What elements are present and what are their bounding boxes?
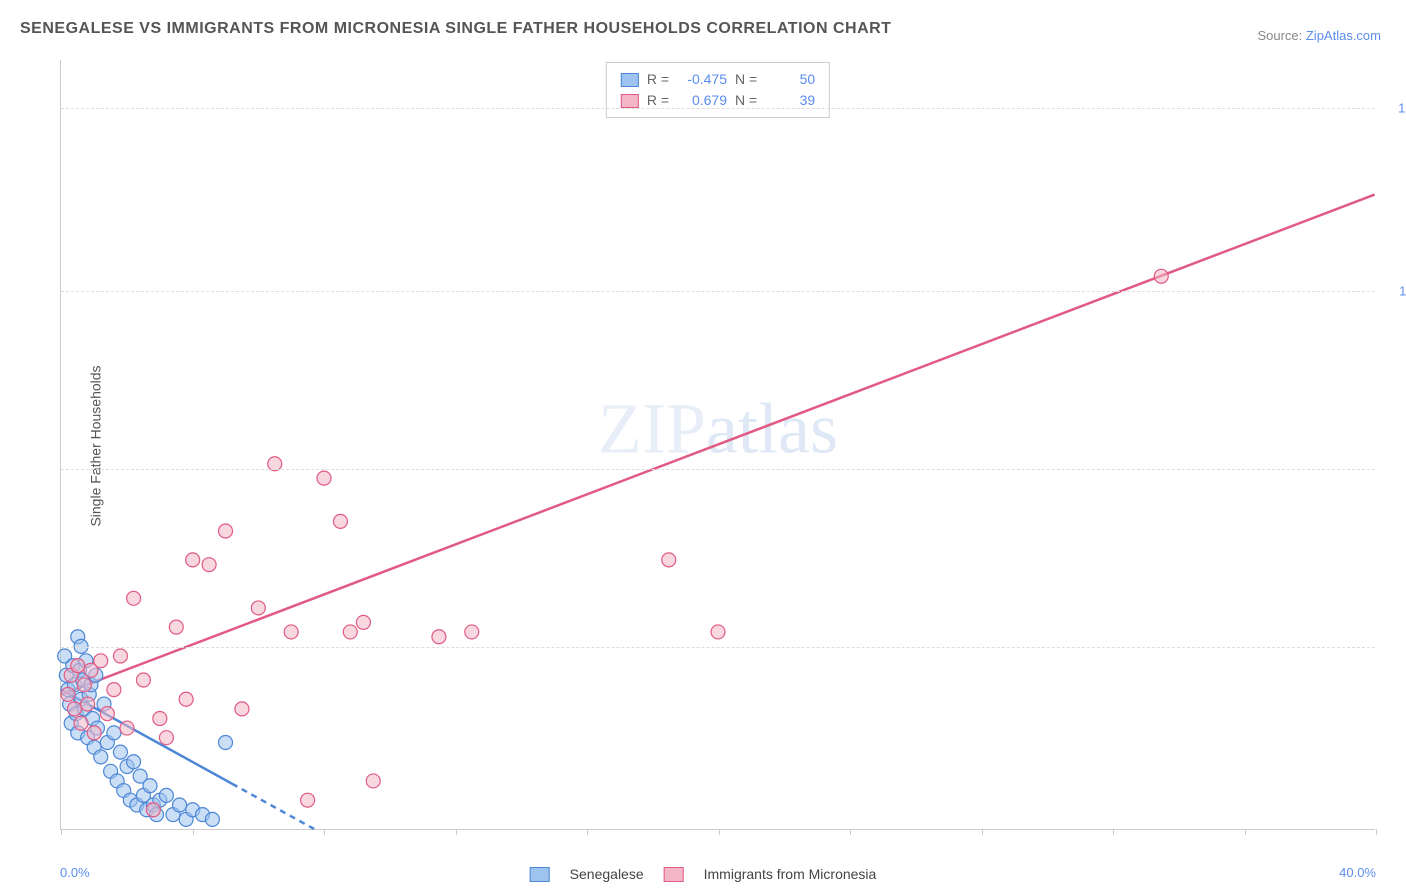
data-point	[356, 615, 370, 629]
gridline-h	[61, 647, 1375, 648]
x-tick	[850, 829, 851, 835]
data-point	[159, 731, 173, 745]
legend-label-1: Senegalese	[570, 866, 644, 882]
data-point	[127, 591, 141, 605]
x-tick	[719, 829, 720, 835]
x-axis-max-label: 40.0%	[1339, 865, 1376, 880]
data-point	[343, 625, 357, 639]
data-point	[251, 601, 265, 615]
data-point	[100, 707, 114, 721]
data-point	[113, 649, 127, 663]
data-point	[169, 620, 183, 634]
legend-label-2: Immigrants from Micronesia	[704, 866, 877, 882]
chart-container: SENEGALESE VS IMMIGRANTS FROM MICRONESIA…	[0, 0, 1406, 892]
x-tick	[324, 829, 325, 835]
y-tick-label: 3.8%	[1380, 640, 1406, 655]
source-prefix: Source:	[1257, 28, 1305, 43]
data-point	[366, 774, 380, 788]
y-tick-label: 11.2%	[1380, 284, 1406, 299]
legend-swatch-1	[530, 867, 550, 882]
data-point	[61, 687, 75, 701]
x-tick	[587, 829, 588, 835]
data-point	[219, 735, 233, 749]
gridline-h	[61, 469, 1375, 470]
x-tick	[1113, 829, 1114, 835]
data-point	[301, 793, 315, 807]
data-point	[235, 702, 249, 716]
x-tick	[1245, 829, 1246, 835]
data-point	[120, 721, 134, 735]
data-point	[205, 812, 219, 826]
data-point	[333, 514, 347, 528]
gridline-h	[61, 291, 1375, 292]
data-point	[186, 553, 200, 567]
data-point	[465, 625, 479, 639]
data-point	[317, 471, 331, 485]
plot-svg	[61, 60, 1375, 829]
x-tick	[456, 829, 457, 835]
data-point	[113, 745, 127, 759]
data-point	[107, 726, 121, 740]
data-point	[81, 697, 95, 711]
source-attribution: Source: ZipAtlas.com	[1257, 28, 1381, 43]
x-tick	[982, 829, 983, 835]
data-point	[74, 716, 88, 730]
data-point	[173, 798, 187, 812]
data-point	[202, 558, 216, 572]
gridline-h	[61, 108, 1375, 109]
plot-area: ZIPatlas R = -0.475 N = 50 R = 0.679 N =…	[60, 60, 1375, 830]
x-tick	[61, 829, 62, 835]
chart-title: SENEGALESE VS IMMIGRANTS FROM MICRONESIA…	[20, 20, 891, 38]
data-point	[77, 678, 91, 692]
legend-swatch-2	[664, 867, 684, 882]
trend-line-dashed	[232, 784, 314, 829]
data-point	[1154, 269, 1168, 283]
data-point	[284, 625, 298, 639]
trend-line	[61, 195, 1374, 695]
data-point	[67, 702, 81, 716]
data-point	[219, 524, 233, 538]
data-point	[146, 803, 160, 817]
data-point	[94, 654, 108, 668]
data-point	[432, 630, 446, 644]
data-point	[71, 659, 85, 673]
x-tick	[193, 829, 194, 835]
x-axis-legend: Senegalese Immigrants from Micronesia	[530, 866, 877, 882]
data-point	[143, 779, 157, 793]
data-point	[711, 625, 725, 639]
x-axis-min-label: 0.0%	[60, 865, 90, 880]
data-point	[107, 683, 121, 697]
x-tick	[1376, 829, 1377, 835]
data-point	[179, 692, 193, 706]
source-link[interactable]: ZipAtlas.com	[1306, 28, 1381, 43]
data-point	[159, 788, 173, 802]
y-tick-label: 15.0%	[1380, 101, 1406, 116]
y-tick-label: 7.5%	[1380, 462, 1406, 477]
data-point	[662, 553, 676, 567]
data-point	[153, 711, 167, 725]
data-point	[127, 755, 141, 769]
data-point	[87, 726, 101, 740]
data-point	[94, 750, 108, 764]
data-point	[136, 673, 150, 687]
